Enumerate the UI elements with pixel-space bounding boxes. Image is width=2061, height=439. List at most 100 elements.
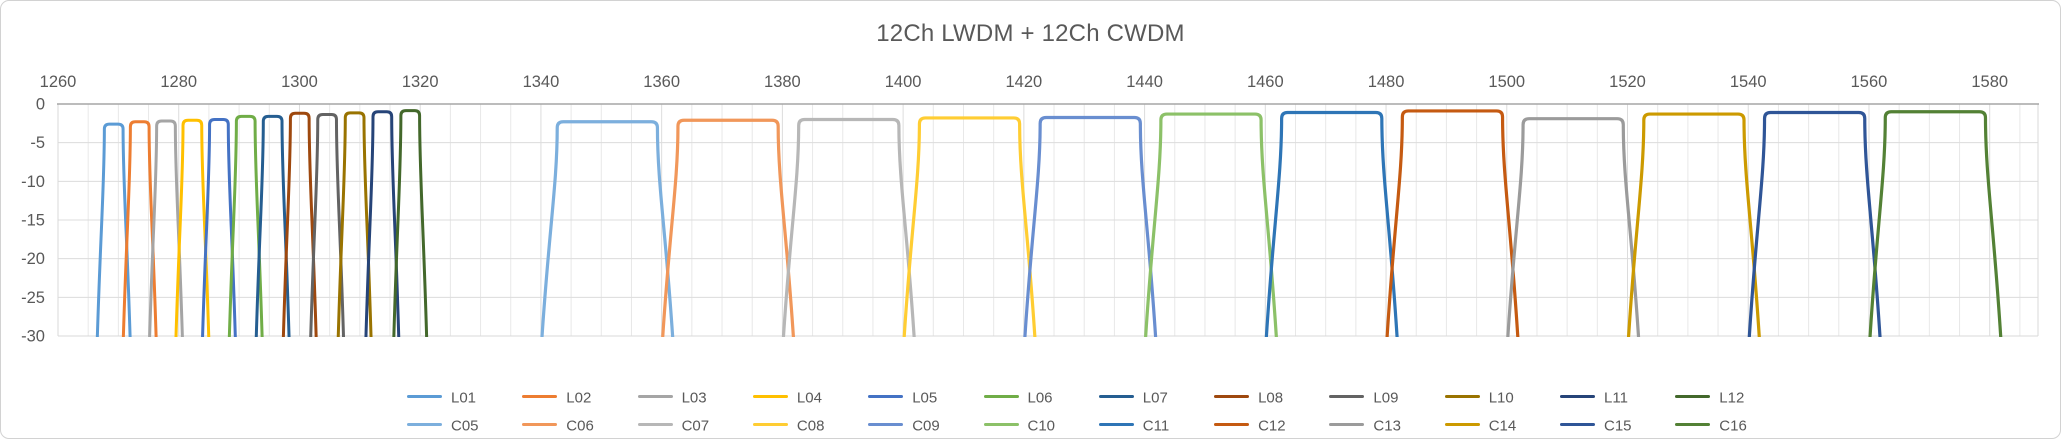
legend-swatch-C05 xyxy=(407,422,442,427)
legend-item-L03[interactable]: L03 xyxy=(637,389,707,407)
x-axis-label-1400: 1400 xyxy=(885,73,922,91)
legend-label-L12: L12 xyxy=(1719,389,1745,407)
series-curve-C09[interactable] xyxy=(1023,115,1158,344)
series-curve-C07[interactable] xyxy=(781,117,916,344)
y-axis-label--30: -30 xyxy=(21,328,45,346)
y-axis-label--20: -20 xyxy=(21,250,45,268)
legend-item-L01[interactable]: L01 xyxy=(407,389,476,407)
legend-label-L06: L06 xyxy=(1027,389,1053,407)
x-axis-label-1500: 1500 xyxy=(1488,73,1525,91)
legend-item-C08[interactable]: C08 xyxy=(752,417,825,435)
series-curve-L12[interactable] xyxy=(392,109,429,344)
series-curve-L01[interactable] xyxy=(95,122,132,344)
legend-item-C16[interactable]: C16 xyxy=(1675,417,1747,435)
legend-item-C05[interactable]: C05 xyxy=(407,417,479,435)
series-curve-L04[interactable] xyxy=(174,118,211,344)
legend-swatch-L08 xyxy=(1214,394,1250,399)
y-axis-label-0: 0 xyxy=(36,96,45,114)
legend-swatch-C14 xyxy=(1444,422,1480,427)
legend-item-L05[interactable]: L05 xyxy=(868,389,937,407)
legend-label-C14: C14 xyxy=(1488,417,1517,435)
legend-item-C07[interactable]: C07 xyxy=(637,417,710,435)
plot-area: 1260 1280 1300 1320 1340 1360 1380 1400 1420 1440… xyxy=(21,73,2039,346)
legend-swatch-C11 xyxy=(1098,422,1134,427)
legend-label-C05: C05 xyxy=(451,417,479,435)
legend-label-C15: C15 xyxy=(1604,417,1632,435)
legend-item-L10[interactable]: L10 xyxy=(1444,389,1514,407)
series-curve-L07[interactable] xyxy=(254,114,291,344)
y-axis-label--5: -5 xyxy=(30,134,45,152)
legend-item-C13[interactable]: C13 xyxy=(1329,417,1401,435)
legend-item-C14[interactable]: C14 xyxy=(1444,417,1517,435)
series-curve-C15[interactable] xyxy=(1747,110,1882,344)
legend-swatch-L02 xyxy=(522,394,558,399)
series-curve-L11[interactable] xyxy=(364,110,401,344)
legend-swatch-L04 xyxy=(752,394,788,399)
series-curve-C05[interactable] xyxy=(540,120,675,344)
legend-swatch-C16 xyxy=(1675,422,1711,427)
legend-swatch-L07 xyxy=(1098,394,1134,399)
legend-label-L10: L10 xyxy=(1488,389,1514,407)
x-axis-label-1280: 1280 xyxy=(160,73,197,91)
legend-swatch-L06 xyxy=(983,394,1019,399)
series-curve-C14[interactable] xyxy=(1626,112,1761,344)
legend-swatch-L09 xyxy=(1329,394,1365,399)
series-curves xyxy=(95,109,2003,344)
legend-item-C11[interactable]: C11 xyxy=(1098,417,1170,435)
legend-label-L02: L02 xyxy=(566,389,592,407)
x-axis-label-1260: 1260 xyxy=(40,73,77,91)
legend-item-L11[interactable]: L11 xyxy=(1560,389,1628,407)
legend-label-C08: C08 xyxy=(796,417,825,435)
x-axis-label-1300: 1300 xyxy=(281,73,318,91)
x-axis-label-1340: 1340 xyxy=(523,73,560,91)
legend-item-L07[interactable]: L07 xyxy=(1098,389,1168,407)
legend-label-L04: L04 xyxy=(796,389,822,407)
series-curve-C06[interactable] xyxy=(661,118,795,344)
series-curve-L02[interactable] xyxy=(121,120,158,344)
legend-label-C07: C07 xyxy=(681,417,710,435)
legend-item-C10[interactable]: C10 xyxy=(983,417,1055,435)
series-curve-C12[interactable] xyxy=(1385,109,1520,344)
series-curve-L03[interactable] xyxy=(148,119,184,344)
legend-item-L08[interactable]: L08 xyxy=(1214,389,1283,407)
legend-swatch-C15 xyxy=(1560,422,1595,427)
legend-swatch-L10 xyxy=(1444,394,1480,399)
legend-swatch-L03 xyxy=(637,394,673,399)
x-axis-label-1360: 1360 xyxy=(643,73,680,91)
legend-swatch-C08 xyxy=(752,422,788,427)
legend-label-L07: L07 xyxy=(1142,389,1168,407)
series-curve-C16[interactable] xyxy=(1868,110,2003,344)
series-curve-L05[interactable] xyxy=(201,117,237,344)
series-curve-L08[interactable] xyxy=(281,111,318,344)
chart-title[interactable]: 12Ch LWDM + 12Ch CWDM xyxy=(876,20,1185,47)
series-curve-L10[interactable] xyxy=(336,111,373,344)
legend-swatch-C06 xyxy=(522,422,558,427)
series-curve-C10[interactable] xyxy=(1144,112,1278,344)
x-axis-label-1460: 1460 xyxy=(1247,73,1284,91)
legend-label-C11: C11 xyxy=(1142,417,1170,435)
legend-item-L04[interactable]: L04 xyxy=(752,389,822,407)
series-curve-C13[interactable] xyxy=(1506,117,1641,344)
series-curve-L06[interactable] xyxy=(227,114,264,344)
series-curve-L09[interactable] xyxy=(309,112,346,344)
legend-item-L02[interactable]: L02 xyxy=(522,389,591,407)
legend-label-L11: L11 xyxy=(1604,389,1628,407)
series-curve-C11[interactable] xyxy=(1264,110,1399,344)
y-axis-label--15: -15 xyxy=(21,212,45,230)
legend-item-C09[interactable]: C09 xyxy=(868,417,940,435)
legend-item-C12[interactable]: C12 xyxy=(1214,417,1286,435)
legend-item-L12[interactable]: L12 xyxy=(1675,389,1744,407)
legend-item-L09[interactable]: L09 xyxy=(1329,389,1398,407)
series-curve-C08[interactable] xyxy=(902,116,1037,344)
legend-label-L03: L03 xyxy=(681,389,707,407)
x-axis-label-1520: 1520 xyxy=(1609,73,1646,91)
legend-item-C06[interactable]: C06 xyxy=(522,417,594,435)
legend-item-L06[interactable]: L06 xyxy=(983,389,1053,407)
legend-label-L08: L08 xyxy=(1258,389,1284,407)
legend-label-C13: C13 xyxy=(1373,417,1401,435)
legend-item-C15[interactable]: C15 xyxy=(1560,417,1632,435)
legend-label-L09: L09 xyxy=(1373,389,1399,407)
legend-label-L01: L01 xyxy=(451,389,477,407)
x-axis-label-1380: 1380 xyxy=(764,73,801,91)
